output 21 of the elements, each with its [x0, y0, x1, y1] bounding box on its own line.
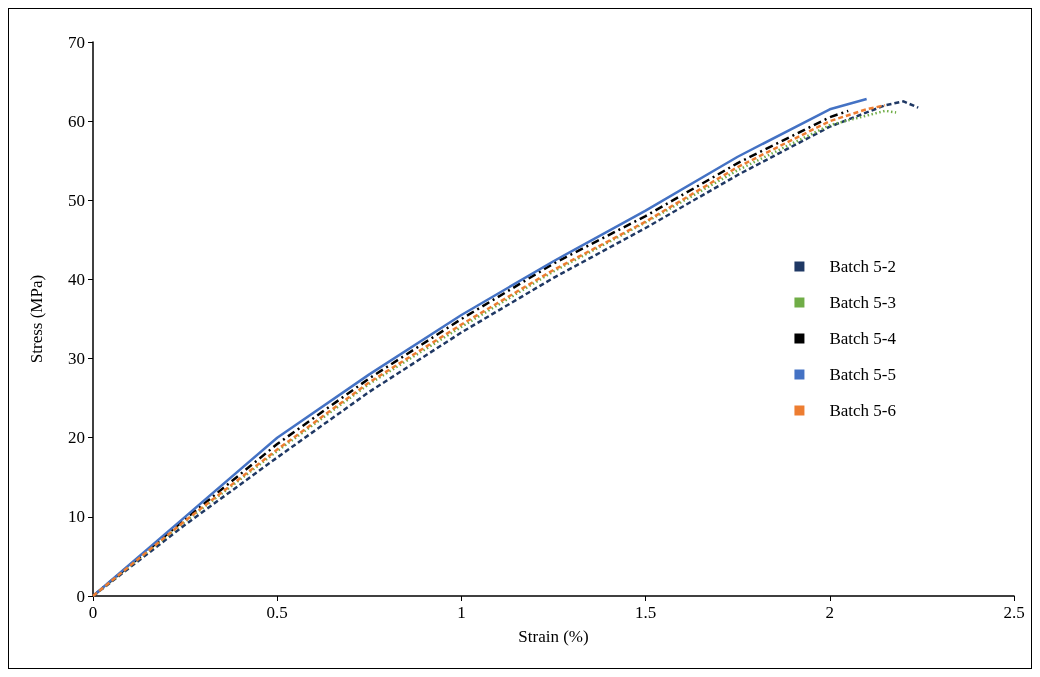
x-tick-label: 0.5 — [266, 603, 288, 622]
x-tick-label: 1 — [457, 603, 466, 622]
legend-label: Batch 5-3 — [829, 293, 897, 312]
y-tick-label: 20 — [68, 428, 85, 448]
y-tick-label: 50 — [68, 190, 85, 210]
x-tick-label: 2 — [825, 603, 835, 622]
legend-label: Batch 5-6 — [829, 401, 897, 420]
y-tick-label: 0 — [76, 586, 85, 606]
x-tick-label: 2.5 — [1003, 603, 1025, 622]
x-axis-title: Strain (%) — [518, 627, 589, 646]
x-tick-label: 1.5 — [634, 603, 657, 622]
y-tick-label: 70 — [68, 32, 85, 52]
y-tick-label: 30 — [68, 349, 85, 369]
x-tick-label: 0 — [88, 603, 98, 622]
legend-label: Batch 5-2 — [829, 257, 897, 276]
legend-label: Batch 5-4 — [829, 329, 897, 348]
y-tick-label: 10 — [68, 507, 85, 527]
y-tick-label: 60 — [68, 111, 85, 131]
legend-label: Batch 5-5 — [829, 365, 897, 384]
y-tick-label: 40 — [68, 269, 85, 289]
y-axis-title: Stress (MPa) — [27, 274, 46, 364]
